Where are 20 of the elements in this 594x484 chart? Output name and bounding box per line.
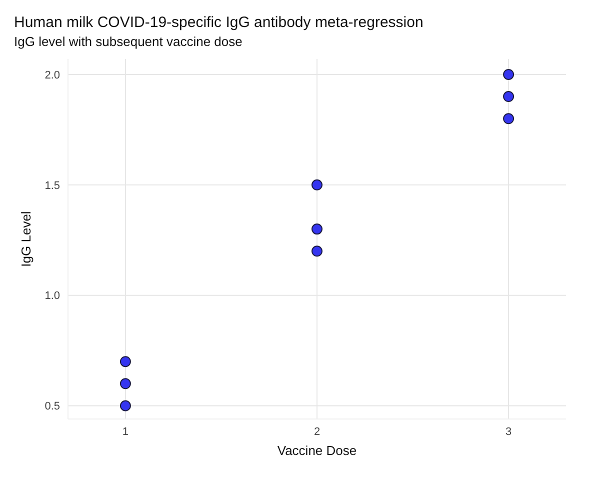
y-tick-label: 2.0 <box>44 69 60 82</box>
x-tick-label: 2 <box>314 426 320 438</box>
point <box>120 378 131 390</box>
x-axis-title: Vaccine Dose <box>277 443 357 458</box>
chart-subtitle: IgG level with subsequent vaccine dose <box>13 33 244 49</box>
y-tick-label: 0.5 <box>44 400 60 413</box>
point <box>312 224 322 235</box>
y-tick-label: 1.5 <box>44 180 60 192</box>
point <box>312 179 322 190</box>
point <box>503 113 514 124</box>
point <box>503 91 514 102</box>
point <box>120 400 131 412</box>
y-axis-title: IgG Level <box>18 211 34 267</box>
point <box>120 356 131 368</box>
x-tick-label: 1 <box>122 426 129 438</box>
y-tick-label: 1.0 <box>44 290 60 302</box>
chart-title: Human milk COVID-19-specific IgG antibody meta-regression <box>13 13 424 31</box>
x-tick-label: 3 <box>505 426 512 438</box>
point <box>503 68 514 80</box>
point <box>312 246 322 257</box>
